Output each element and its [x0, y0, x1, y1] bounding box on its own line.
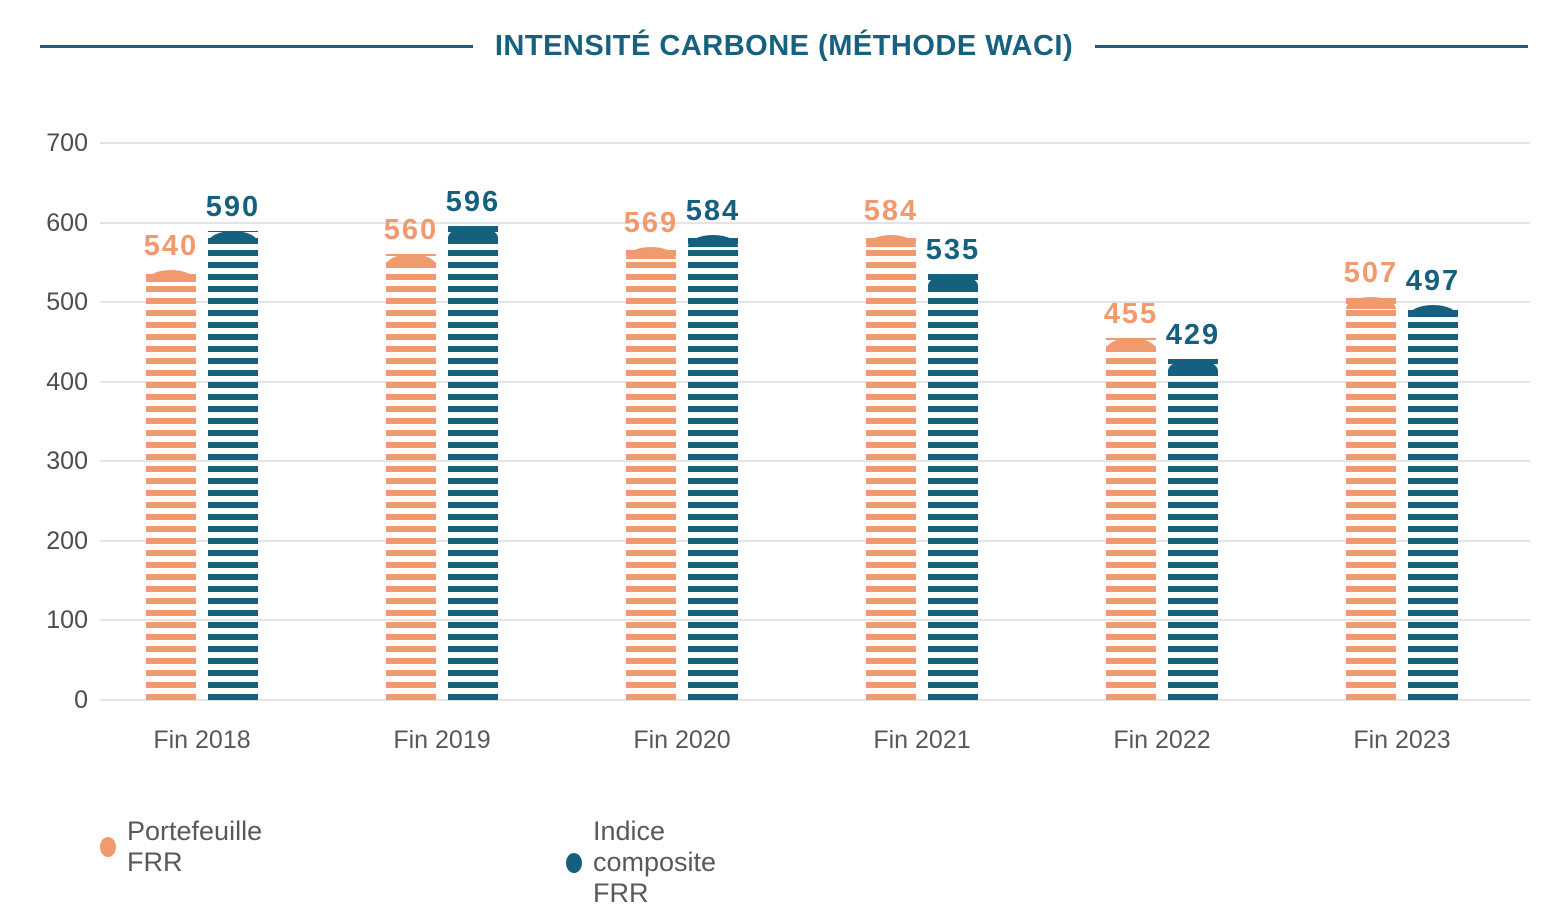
legend-label: Indice composite FRR	[593, 816, 717, 908]
bar-group-fin-2023: 507 497	[1343, 143, 1461, 700]
bar-indice-composite-frr-fin-2018	[208, 231, 258, 700]
y-axis-tick-label: 400	[46, 367, 88, 396]
bar-top-cap	[688, 235, 738, 247]
y-axis-tick-label: 100	[46, 606, 88, 635]
bar-value-label: 590	[205, 191, 261, 223]
bar-portefeuille-frr-fin-2019	[386, 254, 436, 700]
title-rule-right	[1095, 45, 1528, 48]
bar-group-fin-2021: 584 535	[863, 143, 981, 700]
x-axis-category-label: Fin 2023	[1353, 726, 1451, 754]
bar-value-label: 429	[1165, 319, 1221, 351]
bar-value-label: 560	[383, 214, 439, 246]
bar-value-label: 507	[1343, 257, 1399, 289]
bar-top-cap	[146, 270, 196, 282]
bar-indice-composite-frr-fin-2020	[688, 235, 738, 700]
bar-slot: 507	[1343, 143, 1399, 700]
bar-top-cap	[208, 231, 258, 243]
bar-portefeuille-frr-fin-2022	[1106, 338, 1156, 700]
bar-slot: 590	[205, 143, 261, 700]
bar-slot: 535	[925, 143, 981, 700]
bar-slot: 429	[1165, 143, 1221, 700]
bar-value-label: 535	[925, 234, 981, 266]
bar-top-cap	[1106, 338, 1156, 350]
bar-group-fin-2022: 455 429	[1103, 143, 1221, 700]
bar-top-cap	[1346, 297, 1396, 309]
gridline	[100, 539, 1530, 542]
bar-slot: 596	[445, 143, 501, 700]
bar-top-cap	[928, 274, 978, 286]
bar-top-cap	[1168, 359, 1218, 371]
y-axis-tick-label: 700	[46, 129, 88, 157]
x-axis-category-label: Fin 2020	[633, 726, 731, 754]
bar-value-label: 497	[1405, 265, 1461, 297]
bar-value-label: 584	[685, 195, 741, 227]
gridline	[100, 619, 1530, 622]
legend-item-indice-composite-frr: Indice composite FRR	[566, 816, 716, 909]
bar-slot: 497	[1405, 143, 1461, 700]
y-axis-tick-label: 600	[46, 208, 88, 237]
bar-slot: 584	[685, 143, 741, 700]
bar-indice-composite-frr-fin-2019	[448, 226, 498, 700]
bar-value-label: 569	[623, 207, 679, 239]
bar-value-label: 584	[863, 195, 919, 227]
page-title: INTENSITÉ CARBONE (MÉTHODE WACI)	[494, 30, 1074, 62]
bar-portefeuille-frr-fin-2020	[626, 247, 676, 700]
x-axis-category-label: Fin 2018	[153, 726, 251, 754]
bar-slot: 455	[1103, 143, 1159, 700]
bar-portefeuille-frr-fin-2018	[146, 270, 196, 700]
gridline	[100, 221, 1530, 224]
bar-group-fin-2019: 560 596	[383, 143, 501, 700]
legend-item-portefeuille-frr: Portefeuille FRR	[100, 816, 262, 878]
bar-slot: 569	[623, 143, 679, 700]
title-rule-left	[40, 45, 473, 48]
x-axis-category-label: Fin 2019	[393, 726, 491, 754]
bar-slot: 540	[143, 143, 199, 700]
y-axis-tick-label: 0	[74, 686, 88, 714]
legend-dot-icon	[566, 852, 582, 873]
y-axis-tick-label: 200	[46, 526, 88, 555]
gridline	[100, 380, 1530, 383]
gridline	[100, 142, 1530, 144]
bar-slot: 584	[863, 143, 919, 700]
x-axis-category-label: Fin 2022	[1113, 726, 1211, 754]
x-axis-category-label: Fin 2021	[873, 726, 971, 754]
chart-header: INTENSITÉ CARBONE (MÉTHODE WACI)	[40, 30, 1528, 63]
gridline	[100, 301, 1530, 304]
bar-portefeuille-frr-fin-2023	[1346, 297, 1396, 700]
bar-top-cap	[386, 254, 436, 266]
bar-indice-composite-frr-fin-2023	[1408, 305, 1458, 700]
bar-indice-composite-frr-fin-2021	[928, 274, 978, 700]
legend-dot-icon	[100, 837, 116, 857]
gridline	[100, 460, 1530, 463]
y-axis-tick-label: 300	[46, 447, 88, 476]
bar-group-fin-2018: 540 590	[143, 143, 261, 700]
bar-value-label: 540	[143, 230, 199, 262]
bar-top-cap	[1408, 305, 1458, 317]
bar-value-label: 596	[445, 186, 501, 218]
bar-indice-composite-frr-fin-2022	[1168, 359, 1218, 700]
bar-slot: 560	[383, 143, 439, 700]
y-axis-tick-label: 500	[46, 288, 88, 317]
legend-label: Portefeuille FRR	[127, 816, 263, 877]
bar-value-label: 455	[1103, 298, 1159, 330]
bar-top-cap	[448, 226, 498, 238]
bar-chart-plot-area: 0 100 200 300 400 500 600 700 540 590 Fin 2018 560 5…	[46, 129, 1530, 754]
gridline	[100, 699, 1530, 701]
bar-top-cap	[626, 247, 676, 259]
bar-portefeuille-frr-fin-2021	[866, 235, 916, 700]
bar-top-cap	[866, 235, 916, 247]
bar-group-fin-2020: 569 584	[623, 143, 741, 700]
